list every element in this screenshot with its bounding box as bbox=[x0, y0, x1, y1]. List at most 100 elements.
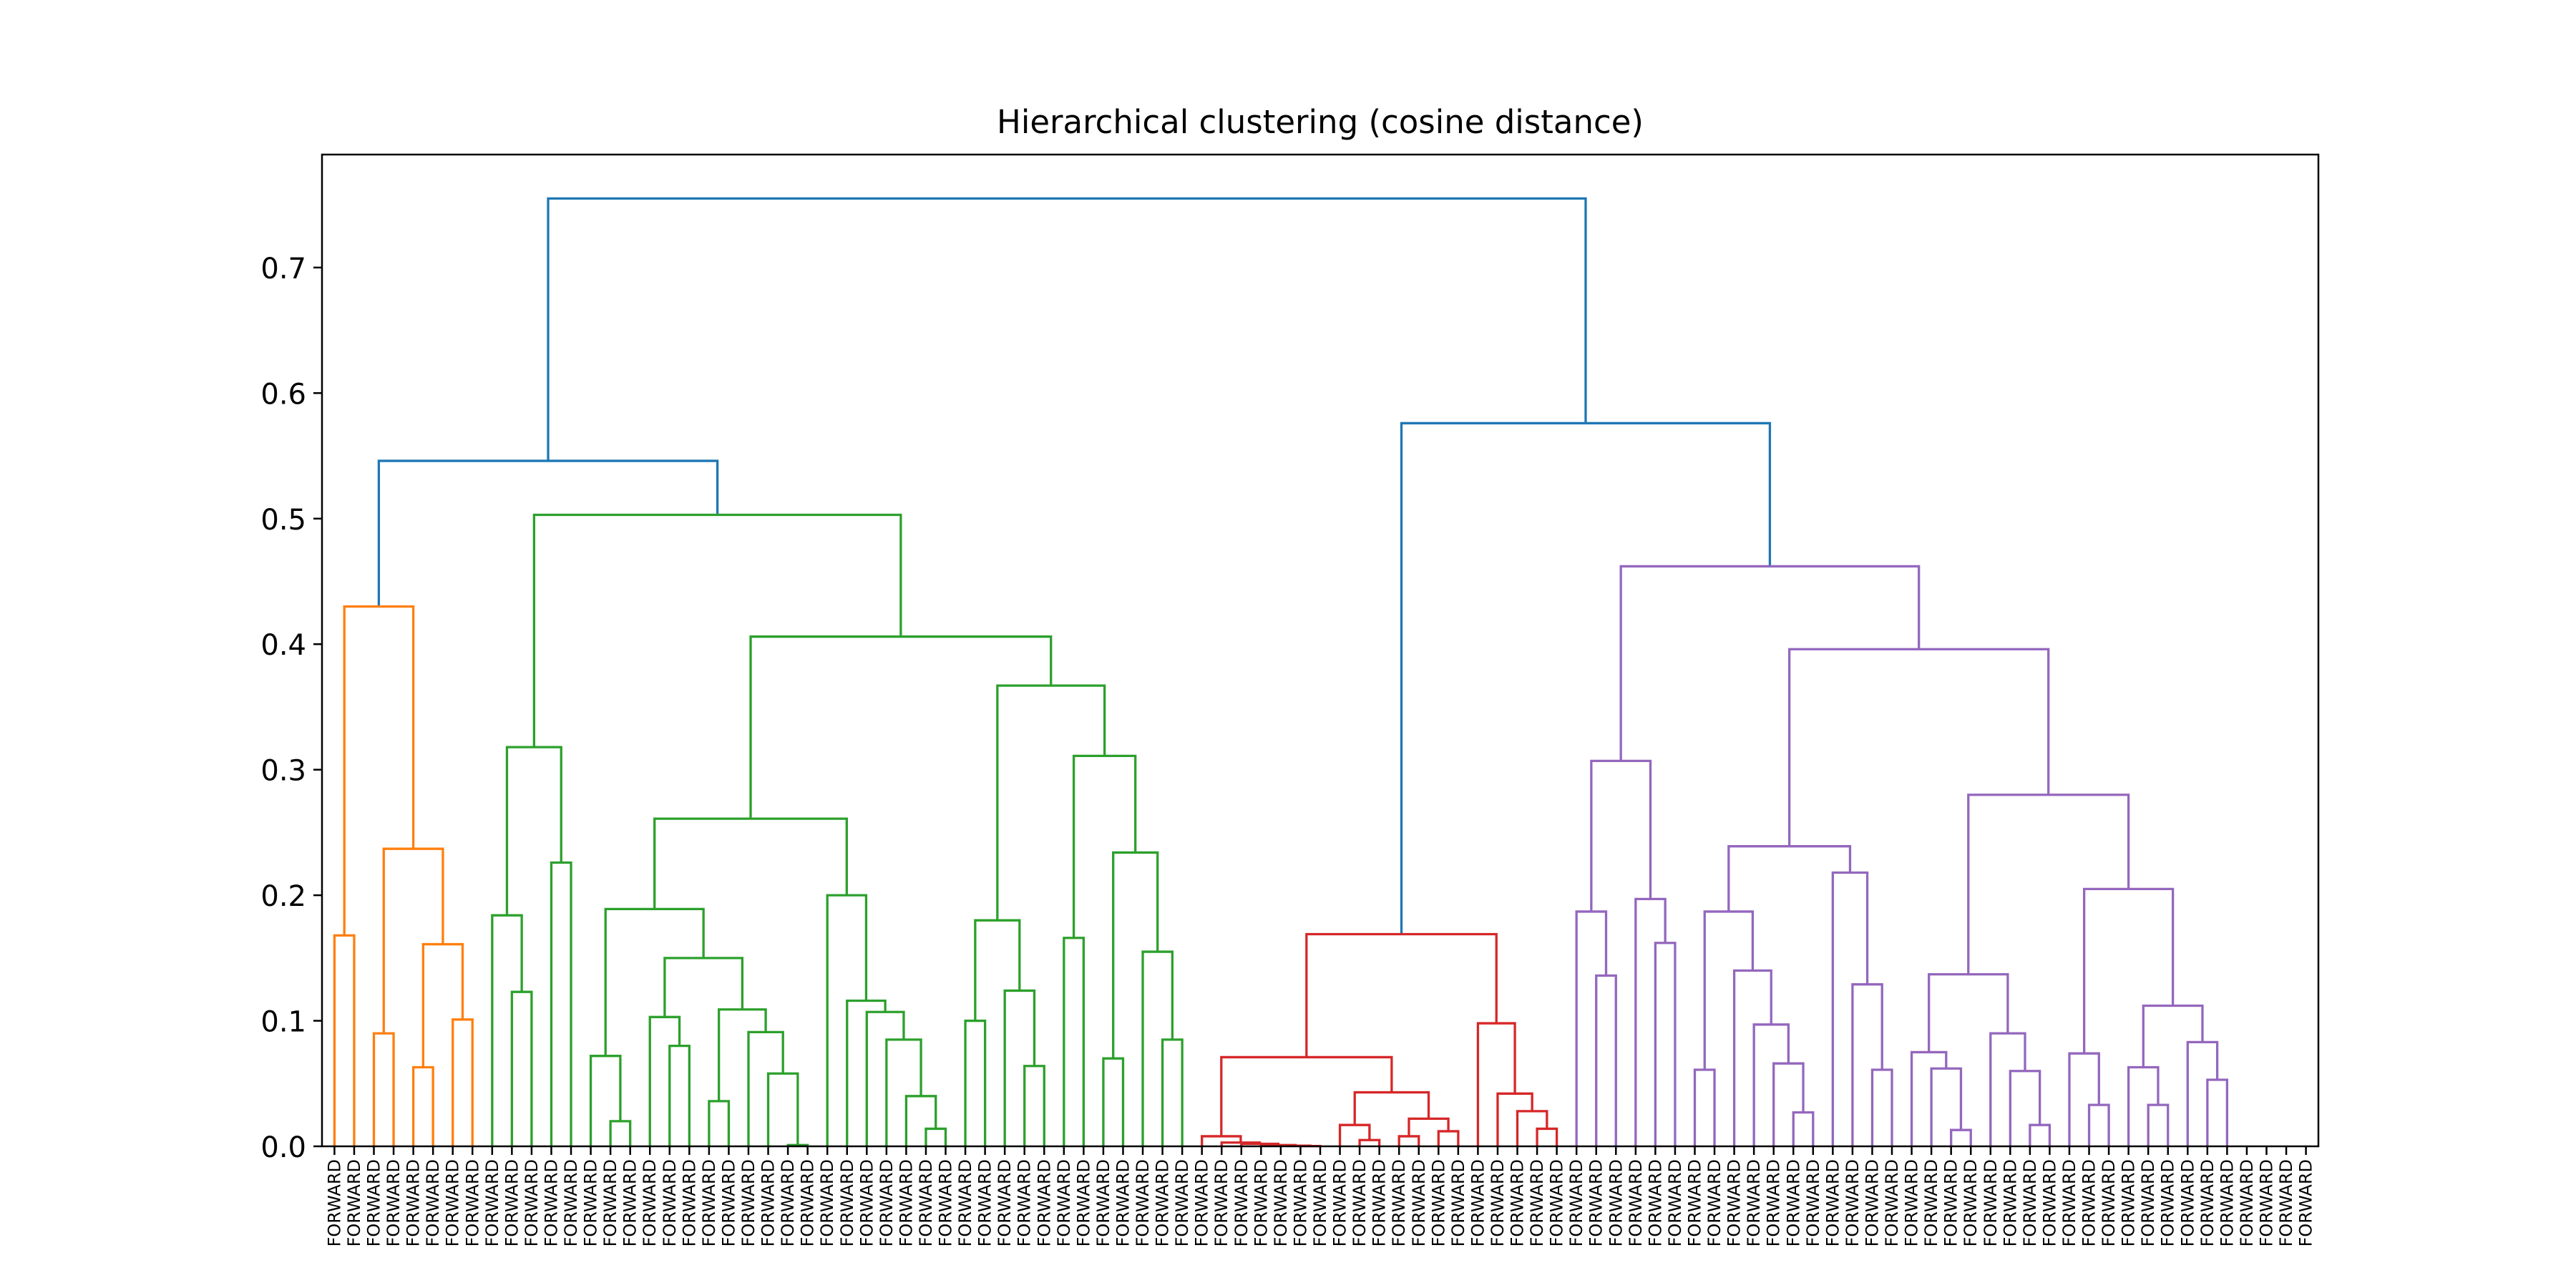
leaf-label: FORWARD bbox=[1034, 1159, 1054, 1246]
dendrogram-link bbox=[2206, 1078, 2229, 1146]
leaf-label: FORWARD bbox=[522, 1159, 542, 1246]
leaf-label: FORWARD bbox=[2197, 1159, 2218, 1246]
dendrogram-link bbox=[1752, 1023, 1790, 1146]
dendrogram-link bbox=[1575, 910, 1608, 1146]
leaf-label: FORWARD bbox=[1192, 1159, 1212, 1246]
dendrogram-link bbox=[343, 605, 415, 936]
dendrogram-link bbox=[766, 1072, 799, 1146]
leaf-label: FORWARD bbox=[995, 1159, 1015, 1246]
leaf-label: FORWARD bbox=[1547, 1159, 1567, 1246]
dendrogram-link bbox=[1072, 754, 1137, 938]
dendrogram-link bbox=[1003, 989, 1036, 1146]
leaf-label: FORWARD bbox=[1153, 1159, 1173, 1246]
leaf-label: FORWARD bbox=[1783, 1159, 1803, 1246]
leaf-label: FORWARD bbox=[2296, 1159, 2316, 1246]
leaf-labels: FORWARD FORWARD FORWARD FORWARD FORWARD FORWA… bbox=[324, 1146, 2316, 1246]
dendrogram-link bbox=[1634, 897, 1667, 1146]
dendrogram-link bbox=[2009, 1070, 2041, 1146]
leaf-label: FORWARD bbox=[877, 1159, 897, 1246]
dendrogram-link bbox=[1102, 1057, 1125, 1146]
dendrogram-link bbox=[550, 861, 572, 1146]
dendrogram-link bbox=[1161, 1038, 1184, 1146]
dendrogram-link bbox=[718, 1008, 767, 1101]
leaf-label: FORWARD bbox=[1290, 1159, 1310, 1246]
leaf-label: FORWARD bbox=[1448, 1159, 1468, 1246]
leaf-label: FORWARD bbox=[384, 1159, 404, 1246]
dendrogram-link bbox=[1930, 1067, 1963, 1146]
leaf-label: FORWARD bbox=[1073, 1159, 1093, 1246]
leaf-label: FORWARD bbox=[423, 1159, 443, 1246]
dendrogram-link bbox=[1792, 1111, 1815, 1146]
leaf-label: FORWARD bbox=[1350, 1159, 1370, 1246]
y-tick-label: 0.0 bbox=[260, 1131, 306, 1164]
dendrogram-link bbox=[1063, 937, 1085, 1146]
leaf-label: FORWARD bbox=[718, 1159, 738, 1246]
dendrogram-link bbox=[1772, 1062, 1805, 1146]
dendrogram-link bbox=[1788, 648, 2050, 847]
leaf-label: FORWARD bbox=[778, 1159, 798, 1246]
leaf-label: FORWARD bbox=[936, 1159, 956, 1246]
leaf-label: FORWARD bbox=[462, 1159, 482, 1246]
leaf-label: FORWARD bbox=[1566, 1159, 1586, 1246]
dendrogram-link bbox=[2082, 887, 2175, 1054]
leaf-label: FORWARD bbox=[1981, 1159, 2001, 1246]
dendrogram-link bbox=[1496, 1092, 1533, 1146]
leaf-label: FORWARD bbox=[2099, 1159, 2119, 1246]
leaf-label: FORWARD bbox=[620, 1159, 640, 1246]
dendrogram-link bbox=[589, 1055, 622, 1146]
leaf-label: FORWARD bbox=[1921, 1159, 1941, 1246]
leaf-label: FORWARD bbox=[1015, 1159, 1035, 1246]
dendrogram-link bbox=[1590, 759, 1652, 912]
leaf-label: FORWARD bbox=[2177, 1159, 2197, 1246]
leaf-label: FORWARD bbox=[2039, 1159, 2059, 1246]
dendrogram-link bbox=[1141, 950, 1174, 1146]
leaf-label: FORWARD bbox=[600, 1159, 620, 1246]
dendrogram-link bbox=[1516, 1110, 1548, 1146]
dendrogram-link bbox=[382, 847, 444, 1034]
dendrogram-link bbox=[2142, 1004, 2204, 1068]
dendrogram-link bbox=[708, 1100, 731, 1146]
leaf-label: FORWARD bbox=[2158, 1159, 2178, 1246]
leaf-label: FORWARD bbox=[1862, 1159, 1882, 1246]
dendrogram-link bbox=[1023, 1065, 1045, 1146]
leaf-label: FORWARD bbox=[758, 1159, 779, 1246]
dendrogram-link bbox=[2068, 1052, 2100, 1146]
dendrogram-link bbox=[609, 1120, 632, 1146]
leaf-label: FORWARD bbox=[1488, 1159, 1508, 1246]
leaf-label: FORWARD bbox=[916, 1159, 936, 1246]
dendrogram-link bbox=[421, 942, 464, 1068]
dendrogram-link bbox=[1967, 794, 2130, 975]
dendrogram-link bbox=[2127, 1065, 2160, 1146]
leaf-label: FORWARD bbox=[1704, 1159, 1724, 1246]
leaf-label: FORWARD bbox=[2119, 1159, 2139, 1246]
leaf-label: FORWARD bbox=[1093, 1159, 1113, 1246]
dendrogram-link bbox=[826, 894, 868, 1146]
dendrogram-link bbox=[1220, 1055, 1393, 1136]
leaf-label: FORWARD bbox=[344, 1159, 364, 1246]
dendrogram-link bbox=[1928, 972, 2009, 1053]
leaf-label: FORWARD bbox=[1764, 1159, 1784, 1246]
dendrogram-link bbox=[1338, 1123, 1371, 1146]
dendrogram-link bbox=[663, 957, 744, 1018]
leaf-label: FORWARD bbox=[1843, 1159, 1863, 1246]
leaf-label: FORWARD bbox=[896, 1159, 916, 1246]
leaf-label: FORWARD bbox=[1527, 1159, 1547, 1246]
leaf-label: FORWARD bbox=[2217, 1159, 2237, 1246]
leaf-label: FORWARD bbox=[1133, 1159, 1153, 1246]
dendrogram-link bbox=[964, 1019, 987, 1146]
leaf-label: FORWARD bbox=[1744, 1159, 1764, 1246]
leaf-label: FORWARD bbox=[1113, 1159, 1133, 1246]
dendrogram-link bbox=[491, 914, 523, 1146]
leaf-label: FORWARD bbox=[2138, 1159, 2158, 1246]
leaf-label: FORWARD bbox=[502, 1159, 522, 1246]
dendrogram-link bbox=[1989, 1032, 2026, 1146]
leaf-label: FORWARD bbox=[660, 1159, 680, 1246]
dendrogram-link bbox=[996, 684, 1106, 921]
plot-frame bbox=[321, 153, 2320, 1148]
leaf-label: FORWARD bbox=[679, 1159, 699, 1246]
leaf-label: FORWARD bbox=[699, 1159, 719, 1246]
leaf-label: FORWARD bbox=[2276, 1159, 2296, 1246]
dendrogram-link bbox=[1831, 871, 1869, 1146]
dendrogram-link bbox=[1353, 1091, 1430, 1126]
dendrogram-link bbox=[1112, 851, 1159, 1059]
